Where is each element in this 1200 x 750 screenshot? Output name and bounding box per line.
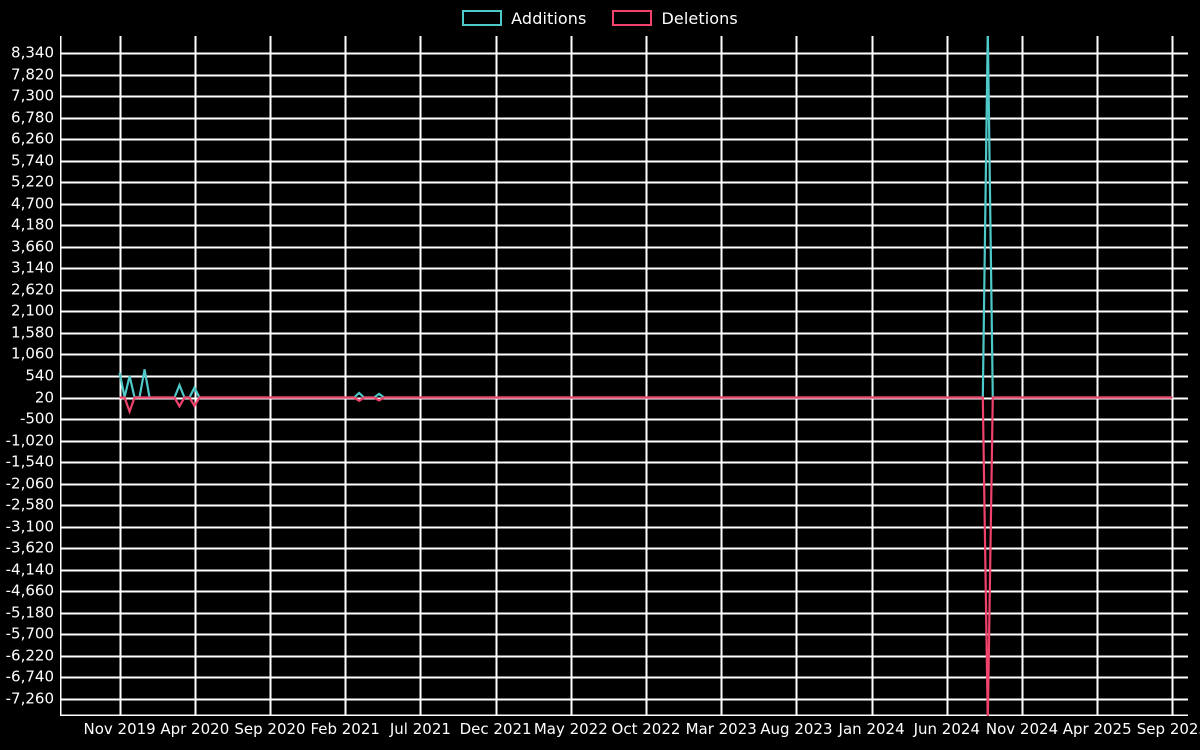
legend-item-additions[interactable]: Additions <box>462 9 586 28</box>
y-tick-label: 8,340 <box>11 43 54 62</box>
y-tick-label: 6,780 <box>11 108 54 127</box>
x-tick-label: Mar 2023 <box>685 720 757 738</box>
x-tick-label: Sep 2020 <box>234 720 306 738</box>
x-axis: Nov 2019 Apr 2020 Sep 2020 Feb 2021 Jul 2021… <box>0 716 1200 750</box>
y-tick-label: -3,100 <box>5 517 54 536</box>
x-tick-label: May 2022 <box>533 720 608 738</box>
x-tick-label: Aug 2023 <box>760 720 833 738</box>
x-tick-label: Dec 2021 <box>459 720 532 738</box>
y-tick-label: 540 <box>25 366 54 385</box>
y-tick-label: 20 <box>34 388 54 407</box>
y-tick-label: -7,260 <box>5 689 54 708</box>
y-tick-label: 5,740 <box>11 151 54 170</box>
x-tick-label: Feb 2021 <box>310 720 380 738</box>
y-tick-label: 3,140 <box>11 258 54 277</box>
y-tick-label: -3,620 <box>5 538 54 557</box>
x-tick-label: Jun 2024 <box>913 720 980 738</box>
series-lines <box>118 36 1173 716</box>
legend-label-additions: Additions <box>511 8 587 28</box>
y-tick-label: -5,180 <box>5 603 54 622</box>
series-line-deletions <box>119 396 1173 716</box>
y-tick-label: 5,220 <box>11 172 54 191</box>
x-tick-label: Sep 2025 <box>1136 720 1200 738</box>
legend-swatch-deletions-icon <box>612 10 653 26</box>
plot-area <box>60 36 1188 716</box>
y-tick-label: 1,060 <box>11 344 54 363</box>
x-tick-label: Jul 2021 <box>389 720 451 738</box>
y-tick-label: -2,060 <box>5 474 54 493</box>
x-tick-label: Oct 2022 <box>611 720 681 738</box>
x-tick-label: Jan 2024 <box>838 720 905 738</box>
y-tick-label: -4,660 <box>5 581 54 600</box>
y-tick-label: -5,700 <box>5 624 54 643</box>
y-tick-label: -1,540 <box>5 452 54 471</box>
y-tick-label: 6,260 <box>11 129 54 148</box>
y-tick-label: 4,700 <box>11 194 54 213</box>
y-tick-label: 1,580 <box>11 323 54 342</box>
chart-svg <box>60 36 1188 716</box>
legend-swatch-additions-icon <box>462 10 503 26</box>
y-tick-label: -1,020 <box>5 431 54 450</box>
y-tick-label: -500 <box>19 409 54 428</box>
y-tick-label: 7,300 <box>11 86 54 105</box>
y-tick-label: 2,100 <box>11 301 54 320</box>
legend-item-deletions[interactable]: Deletions <box>612 8 738 28</box>
y-tick-label: 4,180 <box>11 215 54 234</box>
x-tick-label: Nov 2024 <box>985 720 1059 738</box>
grid-lines <box>60 36 1188 716</box>
y-tick-label: 2,620 <box>11 280 54 299</box>
y-tick-label: -4,140 <box>5 560 54 579</box>
y-tick-label: -6,220 <box>5 646 54 665</box>
x-tick-label: Nov 2019 <box>83 720 156 738</box>
y-tick-label: 3,660 <box>11 237 54 256</box>
y-tick-label: -6,740 <box>5 667 54 686</box>
y-tick-label: 7,820 <box>11 65 54 84</box>
x-tick-label: Apr 2025 <box>1062 720 1132 738</box>
legend-label-deletions: Deletions <box>661 8 738 28</box>
y-tick-label: -2,580 <box>5 495 54 514</box>
chart-legend: Additions Deletions <box>0 4 1200 32</box>
x-tick-label: Apr 2020 <box>160 720 230 738</box>
